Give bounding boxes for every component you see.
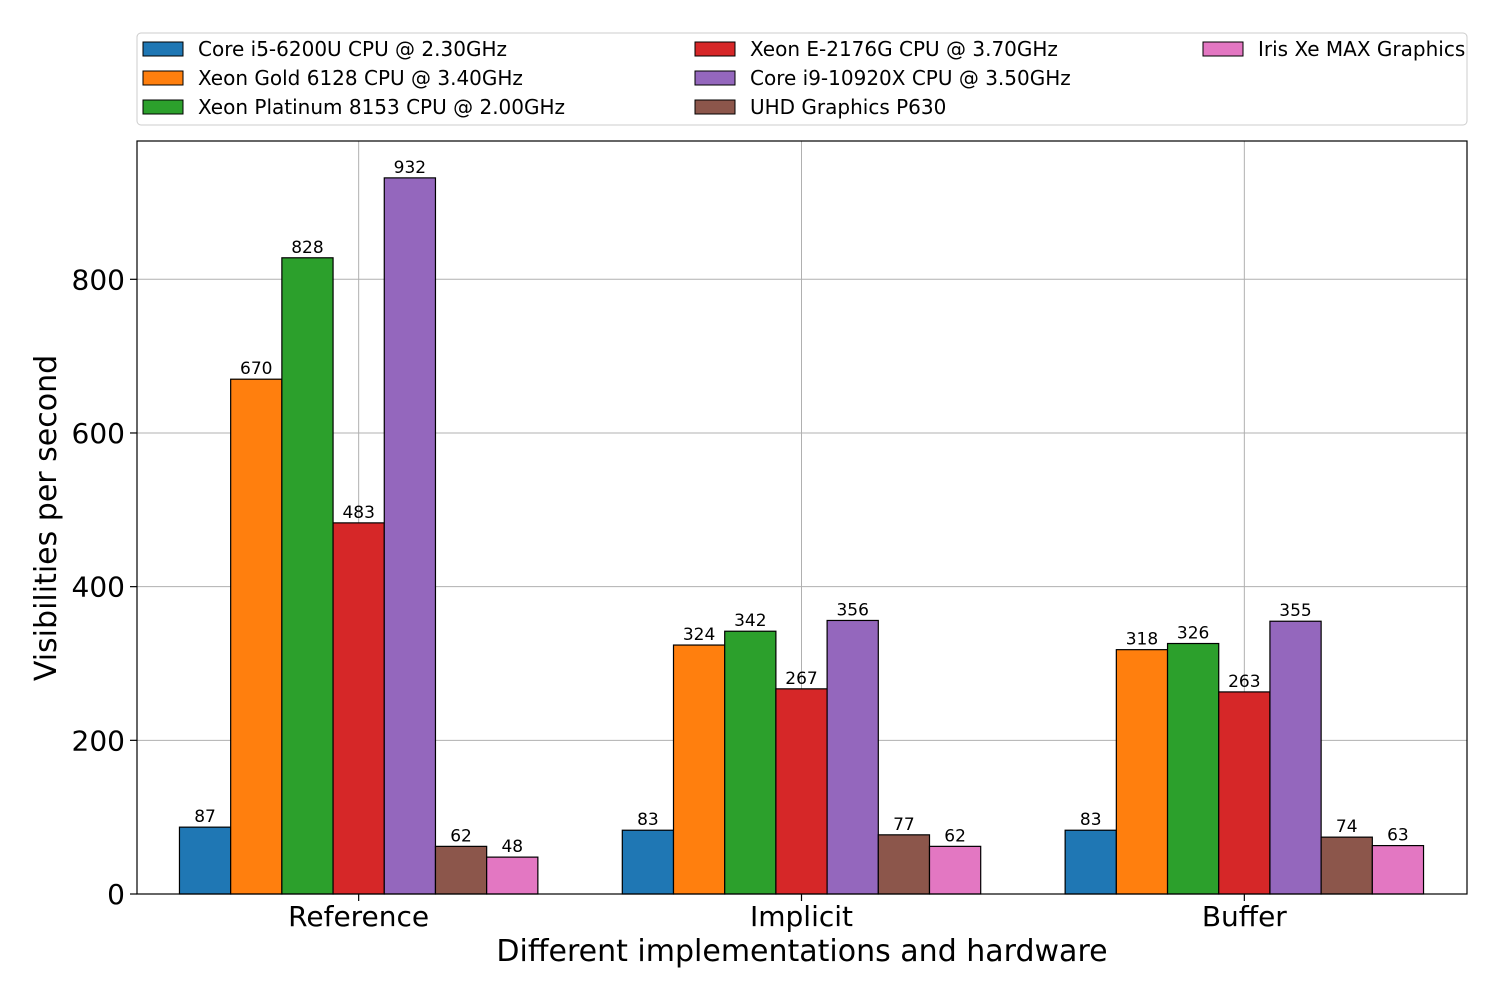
bar-value-label: 63 bbox=[1387, 826, 1409, 846]
legend-entry: Core i5-6200U CPU @ 2.30GHz bbox=[142, 37, 507, 61]
legend-label: Xeon Platinum 8153 CPU @ 2.00GHz bbox=[198, 95, 565, 119]
y-axis-title: Visibilities per second bbox=[29, 355, 64, 681]
legend-label: UHD Graphics P630 bbox=[750, 95, 946, 119]
legend-entry: Xeon Gold 6128 CPU @ 3.40GHz bbox=[142, 66, 523, 90]
bar-value-label: 828 bbox=[291, 238, 323, 258]
bars-layer: 87 83 83 670 324 318 828 342 326 483 267 263 932 356 3… bbox=[178, 158, 1425, 895]
bar-implicit-series-4 bbox=[775, 688, 828, 895]
legend-swatch bbox=[694, 41, 736, 57]
legend-entry: Core i9-10920X CPU @ 3.50GHz bbox=[694, 66, 1071, 90]
bar-implicit-series-1 bbox=[621, 829, 675, 895]
bar-implicit-series-6 bbox=[877, 834, 931, 895]
legend-swatch bbox=[142, 41, 184, 57]
bar-value-label: 483 bbox=[342, 503, 374, 523]
bar-implicit-series-2 bbox=[672, 644, 726, 895]
bar-buffer-series-6 bbox=[1320, 836, 1373, 895]
legend-entry: Iris Xe MAX Graphics bbox=[1202, 37, 1465, 61]
legend-label: Iris Xe MAX Graphics bbox=[1258, 37, 1465, 61]
bar-implicit-series-3 bbox=[724, 630, 777, 895]
bar-reference-series-2 bbox=[230, 378, 283, 895]
legend-entry: Xeon E-2176G CPU @ 3.70GHz bbox=[694, 37, 1058, 61]
bar-value-label: 74 bbox=[1336, 817, 1358, 837]
bar-reference-series-7 bbox=[486, 856, 539, 895]
bar-value-label: 324 bbox=[683, 625, 715, 645]
legend-box bbox=[136, 32, 1468, 126]
bar-implicit-series-7 bbox=[928, 845, 982, 895]
legend-swatch bbox=[142, 99, 184, 115]
bar-reference-series-3 bbox=[281, 257, 334, 895]
x-axis-title: Different implementations and hardware bbox=[496, 934, 1107, 969]
bar-buffer-series-7 bbox=[1371, 844, 1425, 895]
bar-value-label: 62 bbox=[944, 826, 966, 846]
bar-value-label: 932 bbox=[394, 158, 426, 178]
y-tick-label: 200 bbox=[72, 724, 125, 757]
bar-buffer-series-2 bbox=[1115, 649, 1169, 895]
bar-reference-series-6 bbox=[434, 845, 488, 895]
bar-value-label: 356 bbox=[836, 600, 868, 620]
bar-buffer-series-5 bbox=[1269, 620, 1322, 895]
legend-entry: Xeon Platinum 8153 CPU @ 2.00GHz bbox=[142, 95, 565, 119]
legend-entry: UHD Graphics P630 bbox=[694, 95, 946, 119]
x-tick-label-buffer: Buffer bbox=[1202, 900, 1287, 933]
legend-label: Xeon Gold 6128 CPU @ 3.40GHz bbox=[198, 66, 523, 90]
legend-swatch bbox=[694, 70, 736, 86]
bar-buffer-series-1 bbox=[1064, 829, 1117, 895]
bar-value-label: 62 bbox=[450, 826, 472, 846]
bar-value-label: 83 bbox=[1080, 810, 1102, 830]
legend-swatch bbox=[694, 99, 736, 115]
axes-layer: 0 200 400 600 800 Reference Implicit Buffer bbox=[72, 263, 1288, 933]
bar-value-label: 267 bbox=[785, 669, 817, 689]
legend-label: Core i9-10920X CPU @ 3.50GHz bbox=[750, 66, 1071, 90]
y-tick-label: 0 bbox=[107, 878, 125, 911]
legend-swatch bbox=[142, 70, 184, 86]
bar-buffer-series-3 bbox=[1166, 642, 1220, 895]
bar-reference-series-5 bbox=[383, 177, 437, 895]
legend-label: Core i5-6200U CPU @ 2.30GHz bbox=[198, 37, 507, 61]
bar-reference-series-1 bbox=[178, 826, 232, 895]
bar-value-label: 77 bbox=[893, 815, 915, 835]
bar-buffer-series-4 bbox=[1218, 691, 1271, 895]
x-tick-label-implicit: Implicit bbox=[750, 900, 853, 933]
y-tick-label: 400 bbox=[72, 571, 125, 604]
legend-swatch bbox=[1202, 41, 1244, 57]
bar-value-label: 670 bbox=[240, 359, 272, 379]
bar-value-label: 263 bbox=[1228, 672, 1260, 692]
bar-value-label: 355 bbox=[1279, 601, 1311, 621]
legend: Core i5-6200U CPU @ 2.30GHz Xeon Gold 612… bbox=[136, 32, 1468, 126]
bar-reference-series-4 bbox=[332, 522, 385, 895]
y-tick-label: 600 bbox=[72, 417, 125, 450]
bar-value-label: 326 bbox=[1177, 624, 1209, 644]
legend-label: Xeon E-2176G CPU @ 3.70GHz bbox=[750, 37, 1058, 61]
y-tick-label: 800 bbox=[72, 263, 125, 296]
bar-value-label: 342 bbox=[734, 611, 766, 631]
x-tick-label-reference: Reference bbox=[288, 900, 429, 933]
bar-value-label: 48 bbox=[501, 837, 523, 857]
bar-value-label: 318 bbox=[1126, 630, 1158, 650]
bar-value-label: 83 bbox=[637, 810, 659, 830]
bar-value-label: 87 bbox=[194, 807, 216, 827]
bar-implicit-series-5 bbox=[826, 619, 879, 895]
